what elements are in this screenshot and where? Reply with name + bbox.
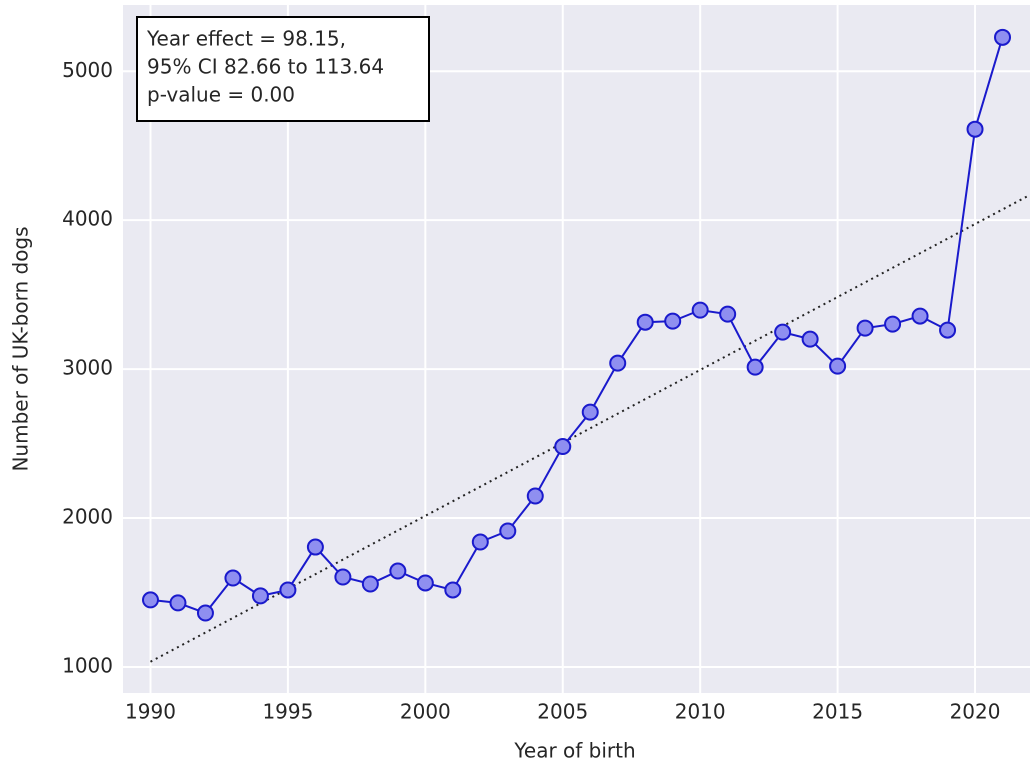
point (251, 587, 269, 605)
point (169, 594, 187, 612)
point (719, 305, 737, 323)
point (856, 319, 874, 337)
trend-line (150, 193, 1030, 663)
point (334, 568, 352, 586)
point (389, 562, 407, 580)
point (829, 357, 847, 375)
point (939, 321, 957, 339)
x-axis-label: Year of birth (513, 739, 635, 763)
point (774, 323, 792, 341)
point (306, 538, 324, 556)
x-tick-label: 1990 (125, 700, 176, 724)
point (416, 574, 434, 592)
point (966, 120, 984, 138)
point (279, 581, 297, 599)
point (141, 591, 159, 609)
annotation-text: Year effect = 98.15, (146, 27, 346, 51)
point (444, 581, 462, 599)
point (746, 358, 764, 376)
y-tick-label: 5000 (62, 58, 113, 82)
point (994, 28, 1012, 46)
x-tick-label: 2000 (400, 700, 451, 724)
x-tick-label: 2015 (812, 700, 863, 724)
annotation-box (136, 16, 430, 122)
point (581, 403, 599, 421)
point (609, 354, 627, 372)
point (554, 438, 572, 456)
x-tick-label: 2005 (537, 700, 588, 724)
point (499, 522, 517, 540)
x-tick-label: 1995 (262, 700, 313, 724)
point (801, 330, 819, 348)
x-tick-label: 2010 (675, 700, 726, 724)
y-axis-label: Number of UK-born dogs (9, 226, 33, 471)
annotation-text: 95% CI 82.66 to 113.64 (147, 55, 384, 79)
point (196, 604, 214, 622)
point (911, 307, 929, 325)
annotation-text: p-value = 0.00 (147, 83, 295, 107)
point (664, 312, 682, 330)
x-tick-label: 2020 (950, 700, 1001, 724)
point (636, 313, 654, 331)
point (471, 533, 489, 551)
y-tick-label: 4000 (62, 207, 113, 231)
y-tick-label: 3000 (62, 356, 113, 380)
y-tick-label: 2000 (62, 505, 113, 529)
point (224, 569, 242, 587)
point (884, 315, 902, 333)
point (526, 487, 544, 505)
point (691, 301, 709, 319)
y-tick-label: 1000 (62, 653, 113, 677)
point (361, 575, 379, 593)
